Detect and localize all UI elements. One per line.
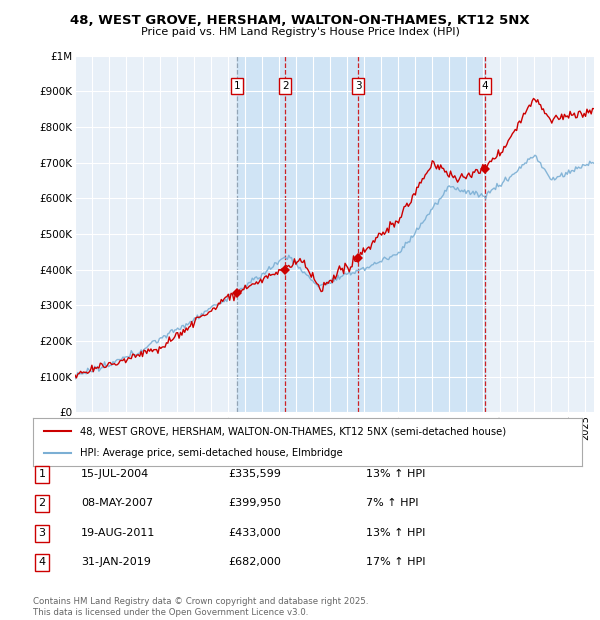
Text: 13% ↑ HPI: 13% ↑ HPI: [366, 528, 425, 538]
Text: Price paid vs. HM Land Registry's House Price Index (HPI): Price paid vs. HM Land Registry's House …: [140, 27, 460, 37]
Text: £682,000: £682,000: [228, 557, 281, 567]
Text: 48, WEST GROVE, HERSHAM, WALTON-ON-THAMES, KT12 5NX (semi-detached house): 48, WEST GROVE, HERSHAM, WALTON-ON-THAME…: [80, 427, 506, 436]
Bar: [286, 56, 358, 412]
Text: 4: 4: [38, 557, 46, 567]
Text: HPI: Average price, semi-detached house, Elmbridge: HPI: Average price, semi-detached house,…: [80, 448, 343, 458]
Bar: [358, 56, 485, 412]
Text: £399,950: £399,950: [228, 498, 281, 508]
Text: 1: 1: [234, 81, 241, 91]
Text: 48, WEST GROVE, HERSHAM, WALTON-ON-THAMES, KT12 5NX: 48, WEST GROVE, HERSHAM, WALTON-ON-THAME…: [70, 14, 530, 27]
Text: 7% ↑ HPI: 7% ↑ HPI: [366, 498, 419, 508]
Text: 2: 2: [282, 81, 289, 91]
Text: 13% ↑ HPI: 13% ↑ HPI: [366, 469, 425, 479]
Bar: [238, 56, 286, 412]
Text: 2: 2: [38, 498, 46, 508]
Text: £335,599: £335,599: [228, 469, 281, 479]
Text: 3: 3: [355, 81, 361, 91]
Text: 3: 3: [38, 528, 46, 538]
Text: £433,000: £433,000: [228, 528, 281, 538]
Text: 4: 4: [481, 81, 488, 91]
Text: 1: 1: [38, 469, 46, 479]
Text: 08-MAY-2007: 08-MAY-2007: [81, 498, 153, 508]
Text: 17% ↑ HPI: 17% ↑ HPI: [366, 557, 425, 567]
Text: 15-JUL-2004: 15-JUL-2004: [81, 469, 149, 479]
Text: 19-AUG-2011: 19-AUG-2011: [81, 528, 155, 538]
Text: Contains HM Land Registry data © Crown copyright and database right 2025.
This d: Contains HM Land Registry data © Crown c…: [33, 598, 368, 617]
Text: 31-JAN-2019: 31-JAN-2019: [81, 557, 151, 567]
